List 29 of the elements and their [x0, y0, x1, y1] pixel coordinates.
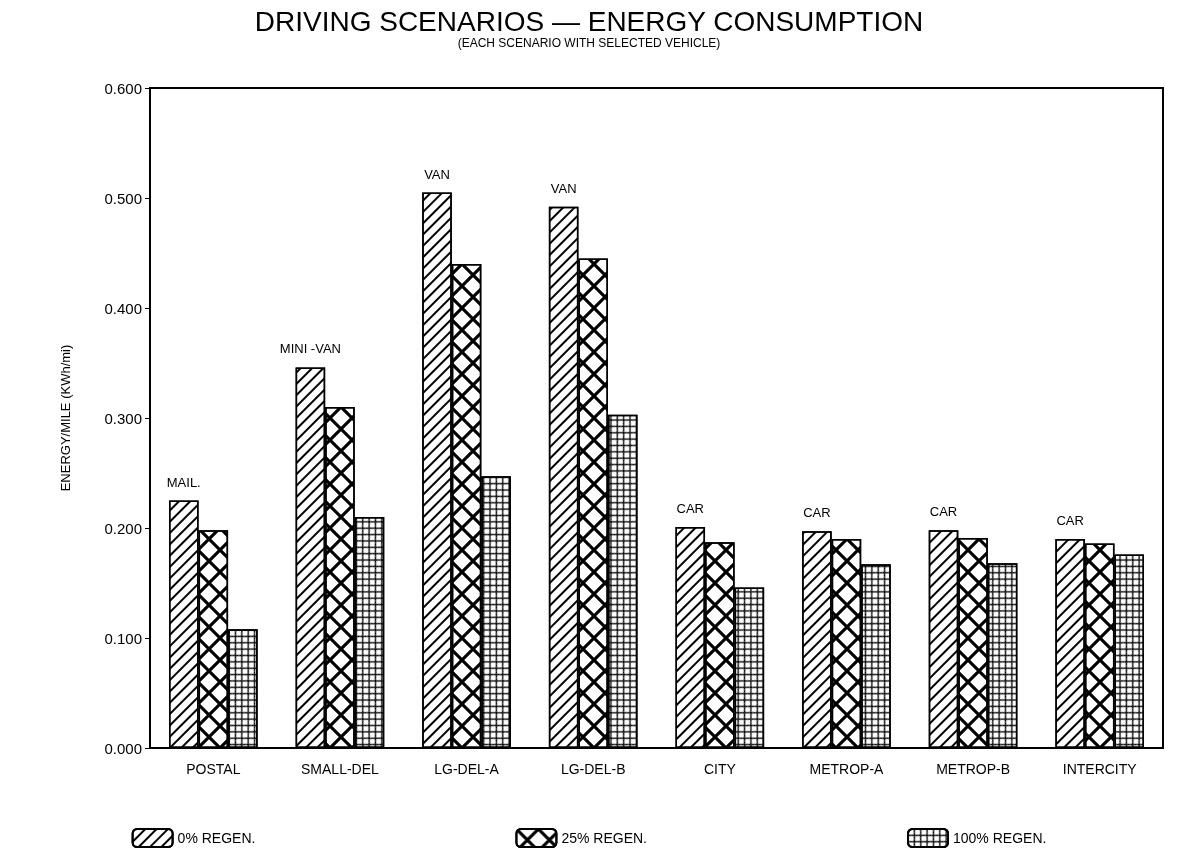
- y-tick-label: 0.200: [104, 519, 142, 537]
- annotation: CAR: [1056, 513, 1084, 528]
- annotation: CAR: [803, 505, 831, 521]
- annotation: MINI -VAN: [279, 341, 341, 357]
- annotation: VAN: [424, 166, 450, 182]
- x-tick-label: LG-DEL-A: [434, 761, 500, 777]
- y-tick-label: 0.000: [104, 739, 142, 757]
- y-tick-label: 0.100: [104, 629, 142, 647]
- x-tick-label: METROP-A: [809, 761, 885, 777]
- y-axis-title: ENERGY/MILE (KWh/mi): [58, 344, 73, 492]
- x-tick-label: SMALL-DEL: [301, 761, 380, 777]
- annotation: MAIL.: [166, 474, 201, 490]
- y-tick-label: 0.500: [104, 189, 142, 207]
- x-tick-label: CITY: [703, 761, 737, 777]
- x-tick-label: POSTAL: [186, 761, 241, 777]
- annotation: CAR: [676, 500, 704, 516]
- legend-label: 25% REGEN.: [561, 830, 648, 846]
- x-tick-label: METROP-B: [936, 761, 1011, 777]
- x-tick-label: LG-DEL-B: [560, 761, 626, 777]
- y-tick-label: 0.400: [104, 299, 142, 317]
- annotation: CAR: [929, 504, 958, 520]
- legend-label: 0% REGEN.: [177, 830, 256, 846]
- annotation: VAN: [550, 180, 577, 196]
- x-tick-label: INTERCITY: [1062, 761, 1138, 777]
- legend-label: 100% REGEN.: [953, 830, 1047, 846]
- y-tick-label: 0.600: [104, 79, 142, 97]
- y-tick-label: 0.300: [104, 409, 142, 427]
- chart-subtitle: (EACH SCENARIO WITH SELECTED VEHICLE): [457, 36, 721, 50]
- chart-title: DRIVING SCENARIOS — ENERGY CONSUMPTION: [254, 5, 924, 37]
